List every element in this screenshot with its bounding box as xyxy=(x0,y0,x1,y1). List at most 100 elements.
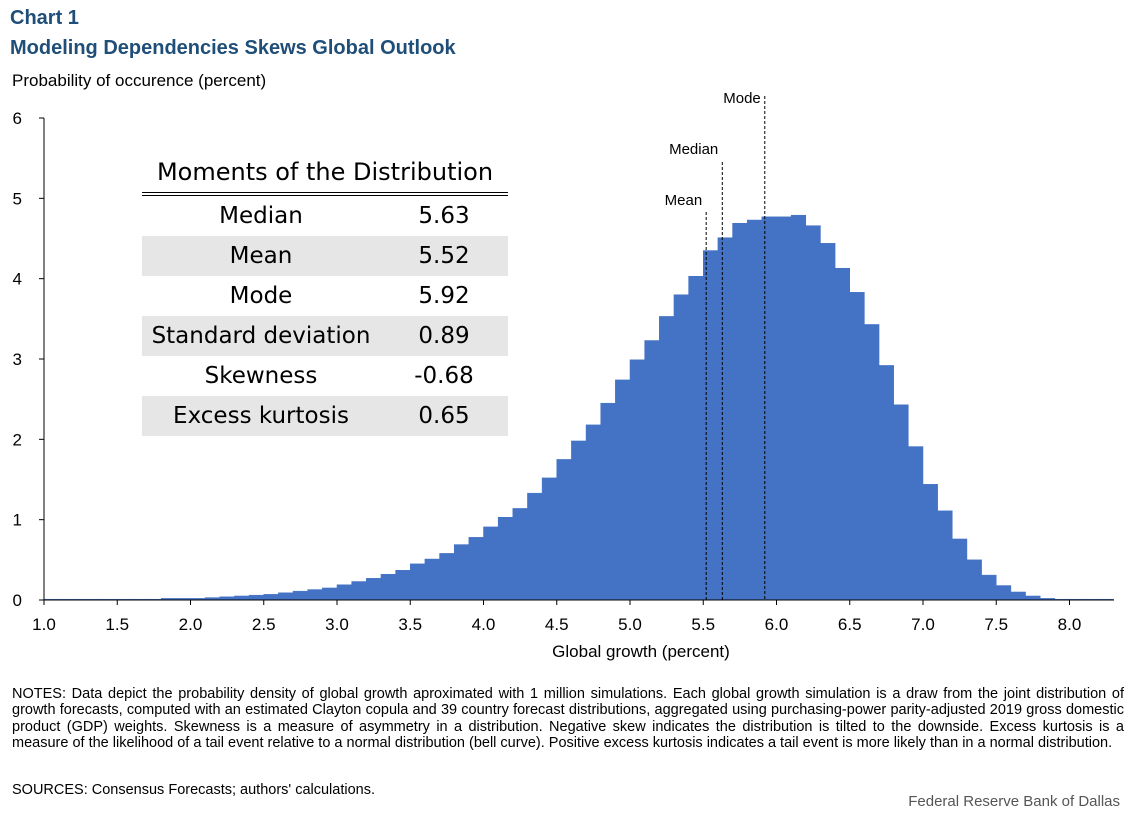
x-tick-label: 4.0 xyxy=(472,615,496,634)
moment-value: 5.63 xyxy=(418,203,470,229)
histogram-bar xyxy=(336,584,352,601)
histogram-bar xyxy=(512,508,528,601)
histogram-bar xyxy=(644,340,660,601)
bars-group xyxy=(43,214,1114,601)
y-tick-label: 4 xyxy=(13,270,22,289)
moments-table-title: Moments of the Distribution xyxy=(142,156,508,196)
histogram-chart: Mean Median Mode 0 1 2 3 4 5 6 1.0 1.5 2.0 2.5 3.0 3.5… xyxy=(13,90,1114,661)
histogram-bar xyxy=(717,237,733,601)
histogram-bar xyxy=(571,440,587,601)
histogram-bar xyxy=(410,563,426,601)
moment-value: 0.89 xyxy=(380,316,508,356)
histogram-bar xyxy=(746,219,763,601)
histogram-bar xyxy=(703,250,719,601)
histogram-bar xyxy=(497,517,514,601)
moments-row-mean: Mean 5.52 xyxy=(142,236,508,276)
moment-label: Skewness xyxy=(204,363,318,389)
histogram-bar xyxy=(849,292,865,601)
histogram-bar xyxy=(322,587,338,601)
histogram-bar xyxy=(527,492,543,601)
histogram-bar xyxy=(248,594,265,601)
histogram-bar xyxy=(263,594,279,601)
x-tick-label: 3.0 xyxy=(325,615,349,634)
chart-number: Chart 1 xyxy=(10,7,79,29)
histogram-bar xyxy=(1025,595,1041,601)
histogram-bar xyxy=(864,324,880,601)
sources-text: SOURCES: Consensus Forecasts; authors' c… xyxy=(12,782,376,798)
histogram-bar xyxy=(541,477,557,601)
axes-group: 0 1 2 3 4 5 6 1.0 1.5 2.0 2.5 3.0 3.5 4.0 4.5 5.0 5.5 6.0… xyxy=(13,109,1114,634)
y-tick-label: 3 xyxy=(13,350,22,369)
x-tick-label: 6.5 xyxy=(838,615,862,634)
moment-value: 5.52 xyxy=(380,236,508,276)
moments-row-mode: Mode 5.92 xyxy=(142,276,508,316)
notes-text: NOTES: Data depict the probability densi… xyxy=(12,686,1124,752)
histogram-bar xyxy=(292,590,308,601)
moment-label: Median xyxy=(219,203,303,229)
y-tick-label: 6 xyxy=(13,109,22,128)
histogram-bar xyxy=(805,225,821,601)
moments-table: Moments of the Distribution Median 5.63 M… xyxy=(142,156,508,436)
histogram-bar xyxy=(424,558,440,601)
histogram-bar xyxy=(600,402,616,601)
histogram-bar xyxy=(278,592,294,601)
histogram-bar xyxy=(761,216,777,601)
histogram-bar xyxy=(439,553,455,601)
histogram-bar xyxy=(453,544,470,601)
histogram-bar xyxy=(483,526,499,601)
y-axis-title: Probability of occurence (percent) xyxy=(12,71,267,90)
chart-title: Modeling Dependencies Skews Global Outlo… xyxy=(10,37,456,59)
moment-label: Standard deviation xyxy=(142,316,380,356)
x-tick-label: 6.0 xyxy=(765,615,789,634)
histogram-bar xyxy=(776,216,792,601)
histogram-bar xyxy=(996,585,1012,601)
histogram-bar xyxy=(820,243,836,601)
moment-label: Mode xyxy=(229,283,293,309)
annotation-label: Median xyxy=(669,141,718,158)
moment-label: Excess kurtosis xyxy=(142,396,380,436)
histogram-bar xyxy=(468,537,484,601)
moments-row-skewness: Skewness -0.68 xyxy=(142,356,508,396)
histogram-bar xyxy=(937,510,953,601)
x-tick-label: 8.0 xyxy=(1058,615,1082,634)
annotations-group: Mean Median Mode xyxy=(665,90,766,600)
x-tick-label: 1.5 xyxy=(105,615,129,634)
histogram-bar xyxy=(585,424,601,601)
annotation-label: Mean xyxy=(665,192,703,209)
histogram-bar xyxy=(790,214,807,601)
moments-row-stddev: Standard deviation 0.89 xyxy=(142,316,508,356)
x-tick-label: 2.5 xyxy=(252,615,276,634)
y-tick-label: 2 xyxy=(13,430,22,449)
moment-value: -0.68 xyxy=(414,363,474,389)
histogram-bar xyxy=(981,574,997,601)
histogram-bar xyxy=(556,459,572,601)
x-tick-label: 3.5 xyxy=(398,615,422,634)
histogram-bar xyxy=(395,570,411,601)
moments-row-median: Median 5.63 xyxy=(142,196,508,236)
x-tick-label: 4.5 xyxy=(545,615,569,634)
histogram-bar xyxy=(673,294,689,601)
histogram-bar xyxy=(234,595,250,601)
histogram-bar xyxy=(922,484,938,601)
x-tick-label: 7.5 xyxy=(984,615,1008,634)
histogram-bar xyxy=(834,267,850,601)
histogram-bar xyxy=(307,589,323,601)
y-tick-label: 0 xyxy=(13,591,22,610)
histogram-bar xyxy=(908,446,924,601)
histogram-bar xyxy=(966,559,982,601)
x-tick-label: 1.0 xyxy=(32,615,56,634)
histogram-bar xyxy=(659,316,675,601)
x-tick-label: 5.0 xyxy=(618,615,642,634)
histogram-bar xyxy=(366,578,382,601)
histogram-bar xyxy=(629,359,645,601)
histogram-bar xyxy=(1010,591,1026,601)
histogram-bar xyxy=(688,276,704,601)
histogram-bar xyxy=(952,538,968,601)
moment-label: Mean xyxy=(142,236,380,276)
moment-value: 0.65 xyxy=(380,396,508,436)
histogram-bar xyxy=(351,581,367,601)
x-tick-label: 5.5 xyxy=(691,615,715,634)
histogram-bar xyxy=(893,404,909,601)
moments-row-kurtosis: Excess kurtosis 0.65 xyxy=(142,396,508,436)
histogram-bar xyxy=(878,365,894,601)
